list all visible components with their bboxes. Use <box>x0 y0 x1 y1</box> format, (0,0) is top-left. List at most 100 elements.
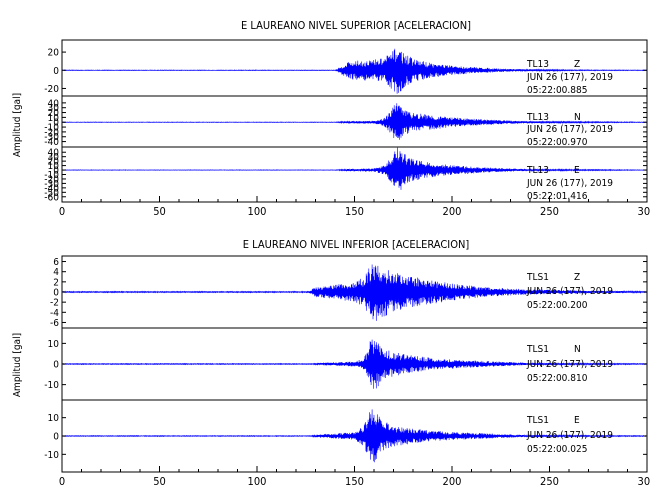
upper-figure: E LAUREANO NIVEL SUPERIOR [ACELERACION] … <box>12 19 650 218</box>
y-tick-label: 0 <box>53 288 59 299</box>
x-tick-label: 300 <box>638 205 650 218</box>
x-tick-label: 300 <box>638 475 650 488</box>
y-tick-label: 10 <box>48 339 60 350</box>
y-tick-label: 30 <box>48 103 60 114</box>
upper-panel-1-station: TL13 <box>526 59 549 70</box>
upper-panel-1-time: 05:22:00.885 <box>527 85 587 96</box>
y-tick-label: -6 <box>50 318 59 329</box>
y-tick-label: 10 <box>48 161 60 172</box>
y-tick-label: 6 <box>53 257 59 268</box>
lower-panel-3-time: 05:22:00.025 <box>527 444 587 455</box>
x-tick-label: 200 <box>443 475 462 488</box>
lower-panel-2-date: JUN 26 (177), 2019 <box>526 359 613 370</box>
x-tick-label: 150 <box>345 205 364 218</box>
y-tick-label: -60 <box>44 192 59 203</box>
lower-x-axis: 0 50 100 150 200 250 300 <box>59 466 650 488</box>
upper-ylabel: Amplitud [gal] <box>12 93 23 157</box>
lower-panel-2-station: TLS1 <box>526 344 549 355</box>
x-tick-label: 50 <box>153 475 166 488</box>
x-tick-label: 100 <box>248 205 267 218</box>
lower-panel-1-trace <box>61 264 648 321</box>
upper-panel-3-date: JUN 26 (177), 2019 <box>526 178 613 189</box>
y-tick-label: -2 <box>50 298 59 309</box>
x-tick-label: 150 <box>345 475 364 488</box>
y-tick-label: 20 <box>48 157 60 168</box>
lower-panel-1-date: JUN 26 (177), 2019 <box>526 286 613 297</box>
upper-x-axis: 0 50 100 150 200 250 300 <box>59 196 650 218</box>
lower-panel-2-yticks: -10 0 10 <box>44 339 647 391</box>
upper-panel-3-time: 05:22:01.416 <box>527 191 588 202</box>
lower-panel-3-component: E <box>574 415 580 426</box>
upper-panel-3-component: E <box>574 165 580 176</box>
lower-panel-1-component: Z <box>574 272 580 283</box>
y-tick-label: -30 <box>44 132 59 143</box>
y-tick-label: 20 <box>48 108 60 119</box>
y-tick-label: 40 <box>48 148 60 159</box>
lower-panel-2: -10 0 10 TLS1 N JUN 26 (177), 2019 05:22:0… <box>44 327 648 401</box>
x-tick-label: 50 <box>153 205 166 218</box>
y-tick-label: 20 <box>48 48 60 59</box>
x-tick-label: 0 <box>59 475 65 488</box>
x-tick-label: 100 <box>248 475 267 488</box>
y-tick-label: 0 <box>53 118 59 129</box>
upper-panel-3-trace <box>61 147 648 190</box>
y-tick-label: -40 <box>44 183 59 194</box>
lower-panel-3-yticks: -10 0 10 <box>44 413 647 461</box>
x-tick-label: 250 <box>540 475 559 488</box>
y-tick-label: 0 <box>53 360 59 371</box>
y-tick-label: 10 <box>48 113 60 124</box>
y-tick-label: -20 <box>44 174 59 185</box>
upper-panel-1-component: Z <box>574 59 580 70</box>
lower-panel-3-station: TLS1 <box>526 415 549 426</box>
upper-panel-1: -20 0 20 TL13 Z JUN 26 (177), 2019 05:22:0… <box>44 39 648 97</box>
lower-panel-1-time: 05:22:00.200 <box>527 300 588 311</box>
lower-panel-1-station: TLS1 <box>526 272 549 283</box>
upper-panel-2-time: 05:22:00.970 <box>527 137 588 148</box>
x-tick-label: 200 <box>443 205 462 218</box>
lower-panel-3-date: JUN 26 (177), 2019 <box>526 430 613 441</box>
y-tick-label: 30 <box>48 152 60 163</box>
x-tick-label: 250 <box>540 205 559 218</box>
y-tick-label: -20 <box>44 84 59 95</box>
upper-panel-1-yticks: -20 0 20 <box>44 48 647 95</box>
y-tick-label: -10 <box>44 123 59 134</box>
lower-panel-2-time: 05:22:00.810 <box>527 373 588 384</box>
upper-panel-1-trace <box>61 48 648 94</box>
lower-ylabel: Amplitud [gal] <box>12 333 23 397</box>
y-tick-label: 4 <box>53 267 59 278</box>
lower-figure: E LAUREANO NIVEL INFERIOR [ACELERACION] … <box>12 238 650 488</box>
y-tick-label: -30 <box>44 179 59 190</box>
upper-title: E LAUREANO NIVEL SUPERIOR [ACELERACION] <box>241 19 471 32</box>
y-tick-label: 2 <box>53 277 59 288</box>
y-tick-label: -4 <box>50 308 59 319</box>
lower-panel-2-trace <box>61 339 648 389</box>
upper-panel-3-station: TL13 <box>526 165 549 176</box>
y-tick-label: 0 <box>53 66 59 77</box>
y-tick-label: 10 <box>48 413 60 424</box>
y-tick-label: -10 <box>44 170 59 181</box>
y-tick-label: 0 <box>53 432 59 443</box>
upper-panel-2-trace <box>61 103 648 140</box>
y-tick-label: -10 <box>44 380 59 391</box>
y-tick-label: -40 <box>44 137 59 148</box>
lower-title: E LAUREANO NIVEL INFERIOR [ACELERACION] <box>243 238 470 251</box>
x-tick-label: 0 <box>59 205 65 218</box>
upper-panel-1-date: JUN 26 (177), 2019 <box>526 72 613 83</box>
lower-panel-2-component: N <box>574 344 581 355</box>
lower-panel-3-trace <box>61 409 648 463</box>
upper-panel-2-station: TL13 <box>526 112 549 123</box>
upper-panel-2-component: N <box>574 112 581 123</box>
upper-panel-2-date: JUN 26 (177), 2019 <box>526 124 613 135</box>
y-tick-label: 40 <box>48 98 60 109</box>
lower-panel-3: -10 0 10 TLS1 E JUN 26 (177), 2019 05:22:0… <box>44 399 648 473</box>
y-tick-label: -20 <box>44 127 59 138</box>
y-tick-label: -10 <box>44 450 59 461</box>
y-tick-label: -50 <box>44 188 59 199</box>
